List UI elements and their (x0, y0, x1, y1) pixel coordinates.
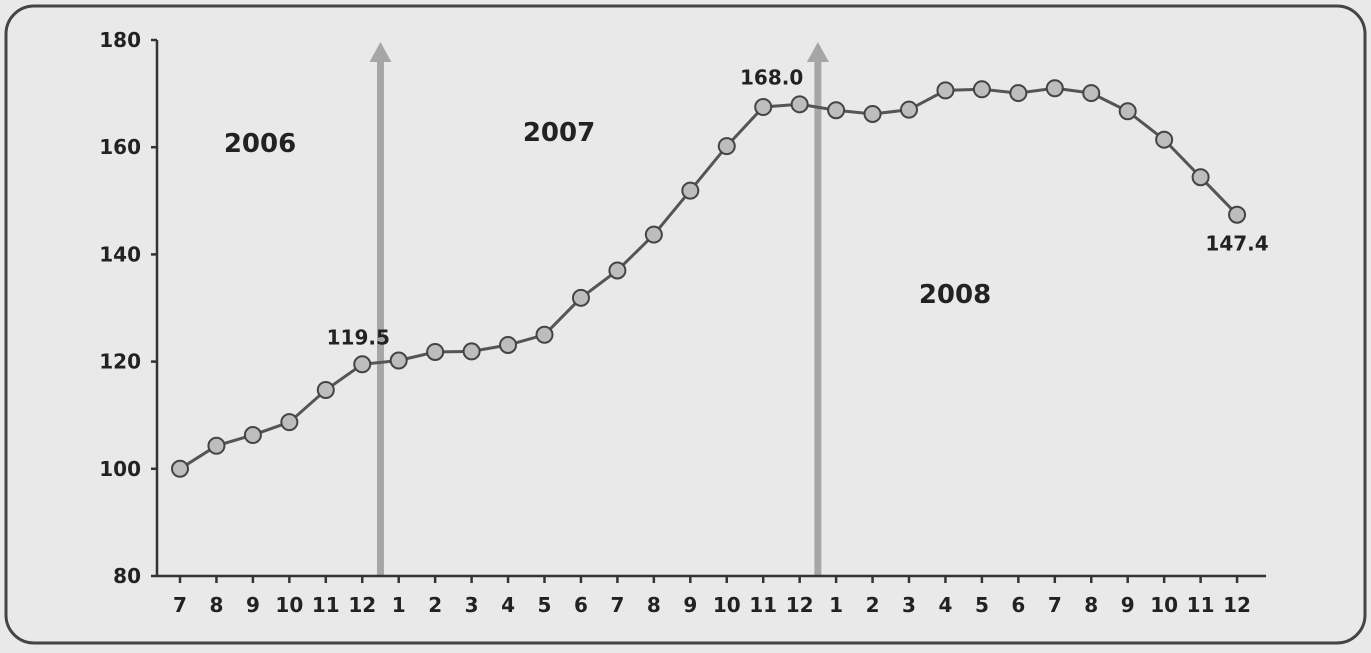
x-tick-label: 12 (1223, 593, 1251, 617)
x-tick-label: 8 (1084, 593, 1098, 617)
data-point (426, 342, 445, 361)
x-tick-label: 3 (902, 593, 916, 617)
y-tick-label: 140 (99, 242, 141, 266)
data-point (972, 80, 991, 99)
data-point (171, 459, 189, 478)
data-point (900, 100, 918, 119)
data-point (571, 288, 590, 307)
x-tick-label: 12 (786, 593, 814, 617)
data-point (644, 225, 663, 244)
x-tick-label: 6 (1011, 593, 1025, 617)
x-tick-label: 11 (1187, 593, 1215, 617)
data-point (608, 261, 627, 280)
data-point (1045, 79, 1064, 98)
data-series (171, 79, 1247, 478)
y-tick-label: 100 (99, 457, 141, 481)
x-tick-label: 9 (1121, 593, 1135, 617)
data-point (1082, 84, 1101, 103)
data-point (790, 95, 809, 114)
x-tick-label: 6 (574, 593, 588, 617)
x-tick-label: 8 (209, 593, 223, 617)
data-point (207, 436, 226, 455)
data-label: 119.5 (327, 325, 390, 349)
year-label-2006: 2006 (224, 129, 296, 159)
x-tick-label: 7 (1048, 593, 1062, 617)
x-tick-label: 3 (465, 593, 479, 617)
data-point (499, 335, 518, 354)
arrow-2008-head (806, 42, 829, 62)
y-tick-label: 80 (113, 564, 141, 588)
data-point (717, 137, 736, 156)
data-point (1118, 102, 1137, 121)
x-tick-label: 4 (501, 593, 515, 617)
x-tick-label: 5 (975, 593, 989, 617)
data-point (1155, 130, 1174, 149)
x-tick-label: 5 (538, 593, 552, 617)
data-point (389, 351, 408, 370)
data-point (754, 98, 773, 116)
year-label-2008: 2008 (919, 280, 991, 310)
arrow-2007-shaft (376, 58, 384, 576)
year-label-2007: 2007 (523, 118, 595, 148)
data-point (353, 355, 372, 374)
data-point (535, 325, 554, 344)
data-point (936, 81, 955, 100)
x-tick-label: 4 (938, 593, 952, 617)
x-tick-label: 2 (428, 593, 442, 617)
x-axis-ticks: 7 8 9 10 11 12 1 2 3 4 5 6 7 8 9 10 11 12 1 2 3 4 5 6 7 8 9 10 11 12 (173, 576, 1251, 617)
data-point (462, 342, 481, 361)
chart-border (4, 4, 1367, 645)
x-tick-label: 1 (392, 593, 406, 617)
y-axis-ticks: 80 100 120 140 160 180 (99, 28, 157, 588)
y-tick-label: 160 (99, 135, 141, 159)
x-tick-label: 10 (713, 593, 741, 617)
arrow-2007-head (369, 42, 392, 62)
x-tick-label: 11 (749, 593, 777, 617)
x-tick-label: 8 (647, 593, 661, 617)
x-tick-label: 9 (246, 593, 260, 617)
data-point (681, 181, 700, 200)
x-tick-label: 11 (312, 593, 340, 617)
data-point (1228, 205, 1247, 224)
data-point (316, 381, 335, 400)
data-point (1009, 84, 1028, 103)
year-divider-arrows (369, 42, 829, 576)
x-tick-label: 10 (275, 593, 303, 617)
y-tick-label: 180 (99, 28, 141, 52)
x-tick-label: 7 (173, 593, 187, 617)
data-point (863, 104, 882, 123)
x-tick-label: 10 (1150, 593, 1178, 617)
x-tick-label: 1 (829, 593, 843, 617)
data-labels: 119.5 168.0 147.4 (327, 65, 1269, 349)
data-point (827, 101, 846, 120)
arrow-2008-shaft (814, 58, 822, 576)
x-tick-label: 7 (610, 593, 624, 617)
data-label: 147.4 (1205, 232, 1268, 256)
data-point (243, 426, 262, 445)
data-label: 168.0 (740, 65, 803, 89)
x-tick-label: 9 (683, 593, 697, 617)
data-point (1191, 168, 1210, 187)
data-point (280, 413, 299, 432)
x-tick-label: 2 (866, 593, 880, 617)
x-tick-label: 12 (348, 593, 376, 617)
y-tick-label: 120 (99, 350, 141, 374)
